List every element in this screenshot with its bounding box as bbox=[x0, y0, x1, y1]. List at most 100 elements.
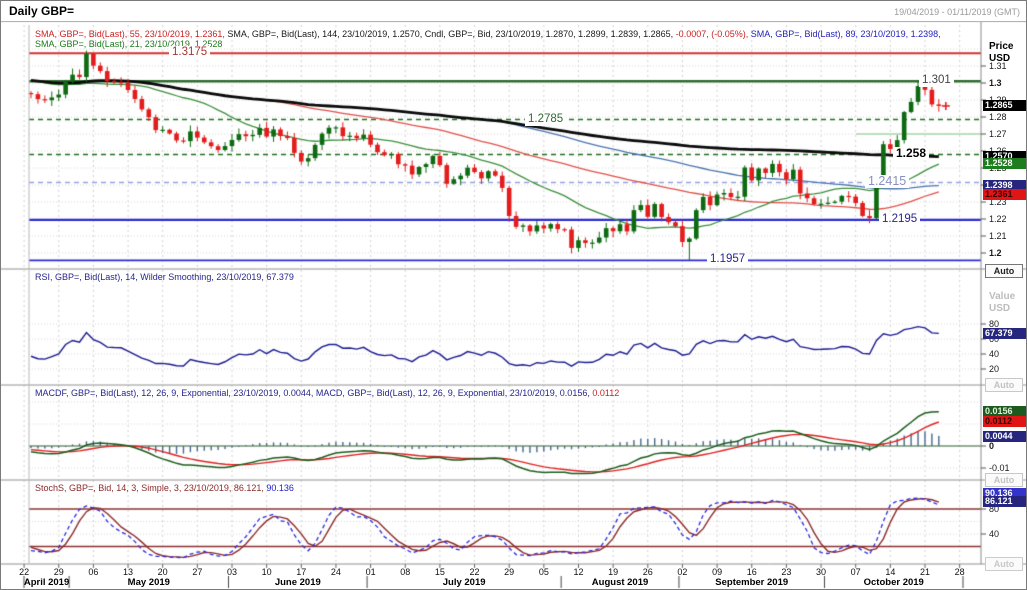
xaxis-day-3: 13 bbox=[123, 567, 134, 577]
price-badge-1.2570: 1.2570 bbox=[983, 150, 1026, 162]
stoch-axis-auto-button[interactable]: Auto bbox=[985, 557, 1023, 571]
macd-axis-auto-button[interactable]: Auto bbox=[985, 473, 1023, 487]
macd-tick--0.01: -0.01 bbox=[989, 463, 1010, 473]
xaxis-day-26: 21 bbox=[919, 567, 931, 577]
stoch-badge-86.121: 86.121 bbox=[983, 495, 1026, 507]
rsi-axis-title: Value USD bbox=[989, 291, 1015, 315]
rsi-tick-20: 20 bbox=[989, 364, 1000, 374]
xaxis-day-15: 05 bbox=[538, 567, 549, 577]
price-tick-1.2: 1.2 bbox=[989, 248, 1002, 258]
xaxis-day-9: 24 bbox=[330, 567, 341, 577]
price-badge-1.2528: 1.2528 bbox=[983, 157, 1026, 169]
price-badge-1.2865: 1.2865 bbox=[983, 100, 1026, 112]
xaxis-day-10: 01 bbox=[365, 567, 376, 577]
xaxis-day-18: 26 bbox=[642, 567, 653, 577]
xaxis-month-1: May 2019 bbox=[127, 577, 170, 588]
price-tick-1.27: 1.27 bbox=[989, 129, 1007, 139]
price-tick-1.29: 1.29 bbox=[989, 95, 1007, 105]
price-axis-auto-button[interactable]: Auto bbox=[985, 264, 1023, 278]
macd-badge-0.0156: 0.0156 bbox=[983, 406, 1026, 418]
price-tick-1.28: 1.28 bbox=[989, 112, 1007, 122]
xaxis-day-23: 30 bbox=[816, 567, 827, 577]
date-range: 19/04/2019 - 01/11/2019 (GMT) bbox=[894, 7, 1020, 17]
rsi-axis-title-1: Value bbox=[989, 291, 1016, 302]
rsi-legend: RSI, GBP=, Bid(Last), 14, Wilder Smoothi… bbox=[35, 272, 294, 282]
rsi-tick-80: 80 bbox=[989, 319, 1000, 329]
xaxis-month-5: September 2019 bbox=[715, 577, 789, 588]
xaxis-day-11: 08 bbox=[400, 567, 411, 577]
rsi-tick-60: 60 bbox=[989, 334, 1000, 344]
legend-sma144-candle: SMA, GBP=, Bid(Last), 144, 23/10/2019, 1… bbox=[227, 29, 676, 39]
macd-badge-0.0044: 0.0044 bbox=[983, 430, 1026, 442]
xaxis-month-2: June 2019 bbox=[274, 577, 321, 588]
xaxis-month-0: April 2019 bbox=[23, 577, 70, 588]
xaxis-day-14: 29 bbox=[504, 567, 515, 577]
price-axis-title-1: Price bbox=[989, 41, 1014, 52]
price-axis-title: Price USD bbox=[989, 41, 1013, 65]
price-badge-1.2398: 1.2398 bbox=[983, 179, 1026, 191]
macd-tick-0: 0 bbox=[989, 441, 995, 451]
xaxis-day-0: 22 bbox=[19, 567, 30, 577]
xaxis-month-3: July 2019 bbox=[442, 577, 486, 588]
price-legend-line2: SMA, GBP=, Bid(Last), 21, 23/10/2019, 1.… bbox=[35, 39, 222, 49]
xaxis-day-2: 06 bbox=[88, 567, 99, 577]
stoch-tick-40: 40 bbox=[989, 529, 1000, 539]
stoch-legend: StochS, GBP=, Bid, 14, 3, Simple, 3, 23/… bbox=[35, 483, 294, 493]
rsi-badge-67.379: 67.379 bbox=[983, 327, 1026, 339]
legend-rsi: RSI, GBP=, Bid(Last), 14, Wilder Smoothi… bbox=[35, 272, 294, 282]
level-label-1.2195: 1.2195 bbox=[879, 212, 921, 226]
price-tick-1.31: 1.31 bbox=[989, 61, 1007, 71]
price-axis-title-2: USD bbox=[989, 53, 1011, 64]
xaxis-day-4: 20 bbox=[157, 567, 168, 577]
xaxis-day-6: 03 bbox=[226, 567, 238, 577]
xaxis-day-1: 29 bbox=[53, 567, 64, 577]
level-label-1.2415: 1.2415 bbox=[865, 175, 910, 189]
xaxis-day-22: 23 bbox=[781, 567, 792, 577]
legend-change: -0.0007, (-0.05%), bbox=[675, 29, 751, 39]
legend-stoch: StochS, GBP=, Bid, 14, 3, Simple, 3, 23/… bbox=[35, 483, 267, 493]
level-label-1.258: 1.258 bbox=[893, 147, 930, 161]
level-label-1.2785: 1.2785 bbox=[525, 112, 567, 126]
level-label-1.3175: 1.3175 bbox=[169, 46, 211, 60]
rsi-axis-title-2: USD bbox=[989, 303, 1011, 314]
rsi-tick-40: 40 bbox=[989, 349, 1000, 359]
xaxis-day-8: 17 bbox=[296, 567, 307, 577]
legend-macd-signal-value: 0.0112 bbox=[592, 388, 620, 398]
legend-stoch-k-value: 90.136 bbox=[266, 483, 294, 493]
xaxis-day-16: 12 bbox=[573, 567, 584, 577]
xaxis-month-4: August 2019 bbox=[591, 577, 649, 588]
title-bar: Daily GBP= 19/04/2019 - 01/11/2019 (GMT) bbox=[1, 1, 1026, 22]
level-label-1.1957: 1.1957 bbox=[707, 253, 749, 267]
macd-legend: MACDF, GBP=, Bid(Last), 12, 26, 9, Expon… bbox=[35, 388, 619, 398]
price-tick-1.23: 1.23 bbox=[989, 197, 1007, 207]
price-legend-line1: SMA, GBP=, Bid(Last), 55, 23/10/2019, 1.… bbox=[35, 29, 941, 39]
stoch-tick-80: 80 bbox=[989, 504, 1000, 514]
xaxis-day-27: 28 bbox=[954, 567, 965, 577]
xaxis-day-19: 02 bbox=[677, 567, 688, 577]
chart-title: Daily GBP= bbox=[9, 4, 75, 18]
rsi-axis-auto-button[interactable]: Auto bbox=[985, 378, 1023, 392]
xaxis-day-24: 07 bbox=[850, 567, 861, 577]
price-tick-1.21: 1.21 bbox=[989, 231, 1007, 241]
price-tick-1.3: 1.3 bbox=[989, 78, 1002, 88]
xaxis-day-20: 09 bbox=[712, 567, 723, 577]
legend-macd: MACDF, GBP=, Bid(Last), 12, 26, 9, Expon… bbox=[35, 388, 593, 398]
xaxis-day-12: 15 bbox=[434, 567, 445, 577]
legend-sma55: SMA, GBP=, Bid(Last), 55, 23/10/2019, 1.… bbox=[35, 29, 228, 39]
legend-sma21: SMA, GBP=, Bid(Last), 21, 23/10/2019, 1.… bbox=[35, 39, 223, 49]
xaxis-month-6: October 2019 bbox=[863, 577, 924, 588]
xaxis-day-21: 16 bbox=[746, 567, 757, 577]
legend-sma89: SMA, GBP=, Bid(Last), 89, 23/10/2019, 1.… bbox=[750, 29, 941, 39]
xaxis-day-13: 22 bbox=[469, 567, 480, 577]
xaxis-day-25: 14 bbox=[885, 567, 896, 577]
xaxis-day-7: 10 bbox=[261, 567, 272, 577]
macd-badge-0.0112: 0.0112 bbox=[983, 415, 1026, 427]
price-badge-1.2361: 1.2361 bbox=[983, 189, 1026, 201]
xaxis-day-17: 19 bbox=[608, 567, 619, 577]
level-label-1.301: 1.301 bbox=[919, 74, 954, 88]
xaxis-day-5: 27 bbox=[192, 567, 203, 577]
price-tick-1.22: 1.22 bbox=[989, 214, 1007, 224]
stoch-badge-90.136: 90.136 bbox=[983, 488, 1026, 500]
